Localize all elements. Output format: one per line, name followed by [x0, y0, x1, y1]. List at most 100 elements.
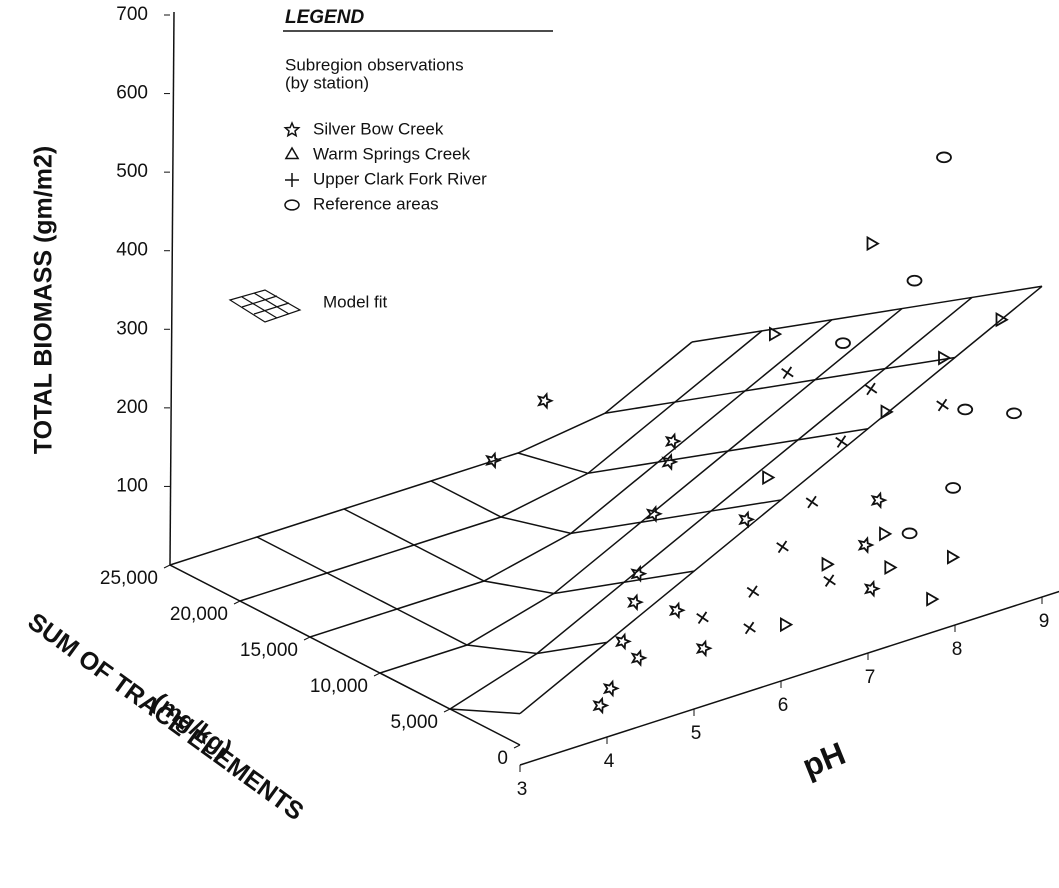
data-point [938, 350, 952, 366]
legend-title: LEGEND [285, 7, 364, 28]
y-tick [373, 672, 381, 677]
data-point [536, 391, 554, 410]
data-point [762, 469, 776, 486]
surface-cell [711, 428, 868, 512]
legend-label: Warm Springs Creek [313, 144, 471, 163]
data-point [602, 679, 620, 698]
surface-cell [484, 522, 641, 594]
data-point [945, 482, 962, 494]
y-tick-label: 25,000 [100, 568, 158, 589]
surface-cell [641, 439, 798, 523]
data-point [738, 510, 756, 529]
y-tick [233, 600, 241, 605]
z-tick-label: 500 [116, 161, 148, 182]
legend-marker [284, 146, 300, 160]
legend-label: Model fit [323, 292, 388, 311]
legend-marker [285, 173, 299, 187]
model-fit-icon [228, 289, 302, 323]
z-tick-label: 300 [116, 318, 148, 339]
data-point [866, 235, 880, 252]
data-point [664, 432, 682, 451]
z-tick-label: 100 [116, 475, 148, 496]
x-tick-label: 4 [604, 751, 615, 772]
x-tick-label: 3 [517, 779, 528, 800]
data-point [936, 398, 949, 412]
surface-cell [450, 642, 607, 714]
surface-column [169, 564, 521, 715]
data-point [630, 649, 648, 667]
data-point [835, 337, 851, 349]
surface-column [256, 536, 608, 655]
surface-column [604, 356, 956, 414]
data-point [614, 632, 632, 651]
y-tick-label: 10,000 [310, 676, 368, 697]
data-point [746, 585, 760, 598]
y-tick-label: 15,000 [240, 640, 298, 661]
z-axis-title: TOTAL BIOMASS (gm/m2) [30, 146, 58, 454]
surface-column [517, 427, 869, 475]
data-point [901, 527, 918, 540]
x-axis [519, 590, 1059, 766]
data-point [776, 540, 789, 554]
data-point [947, 549, 961, 565]
surface-cell [815, 297, 972, 380]
data-point [645, 505, 663, 523]
x-tick-label: 8 [952, 639, 963, 660]
data-point [879, 526, 893, 542]
y-tick-label: 20,000 [170, 604, 228, 625]
z-tick-label: 200 [116, 397, 148, 418]
surface-cell [675, 319, 832, 403]
data-point [696, 611, 709, 625]
data-point [1006, 407, 1022, 420]
data-point [863, 579, 881, 598]
legend-marker [283, 121, 301, 138]
legend-heading: (by station) [285, 73, 369, 92]
z-tick-label: 700 [116, 4, 148, 25]
data-point [695, 639, 713, 658]
legend-label: Reference areas [313, 194, 439, 213]
data-point [870, 491, 888, 510]
legend-label: Upper Clark Fork River [313, 169, 487, 188]
surface-cell [571, 451, 728, 534]
surface-cell [537, 571, 694, 654]
x-axis-title: pH [797, 735, 850, 784]
legend-marker [284, 199, 300, 211]
y-tick [303, 636, 311, 641]
data-point [864, 382, 878, 396]
surface-cell [501, 462, 658, 534]
data-point [780, 617, 794, 633]
data-point [805, 495, 819, 509]
z-axis [169, 11, 175, 566]
surface-cell [658, 379, 815, 463]
data-point [857, 536, 875, 555]
data-point [835, 435, 848, 448]
legend-heading: Subregion observations [285, 55, 464, 74]
surface-cell [728, 368, 885, 451]
surface-cell [518, 402, 675, 474]
data-point [926, 591, 940, 607]
z-tick-label: 600 [116, 83, 148, 104]
surface-column [343, 508, 695, 595]
surface-column [430, 480, 782, 535]
surface-cell [885, 286, 1042, 369]
data-point [668, 601, 686, 620]
data-point [936, 151, 952, 164]
surface-cell [588, 390, 745, 474]
data-point [781, 366, 794, 380]
data-point [769, 326, 783, 342]
y-tick-label: 5,000 [390, 712, 438, 733]
x-tick-label: 5 [691, 723, 702, 744]
x-tick-label: 9 [1039, 611, 1050, 632]
surface-cell [605, 330, 762, 414]
y-tick [513, 744, 521, 749]
x-tick-label: 6 [778, 695, 789, 716]
data-point [821, 556, 835, 572]
y-tick-label: 0 [497, 748, 508, 769]
z-tick-label: 400 [116, 240, 148, 261]
surface-cell [554, 511, 711, 594]
data-point [661, 453, 679, 471]
legend-label: Silver Bow Creek [313, 119, 444, 138]
y-tick [443, 708, 451, 713]
data-point [626, 593, 644, 612]
surface-cell [467, 582, 624, 654]
